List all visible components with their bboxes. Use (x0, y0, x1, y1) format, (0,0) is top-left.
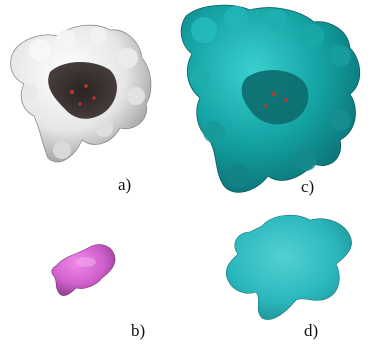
surface-c-teal (180, 4, 361, 193)
cavity-c (241, 70, 309, 125)
cavity-a (48, 61, 117, 119)
panel-label-b: b) (131, 321, 146, 340)
volume-b-magenta (51, 244, 116, 296)
panel-label-d: d) (304, 321, 319, 340)
panel-label-a: a) (118, 175, 132, 194)
panel-label-c: c) (301, 177, 315, 196)
surface-a-white (10, 24, 152, 163)
volume-d-teal (225, 214, 352, 320)
